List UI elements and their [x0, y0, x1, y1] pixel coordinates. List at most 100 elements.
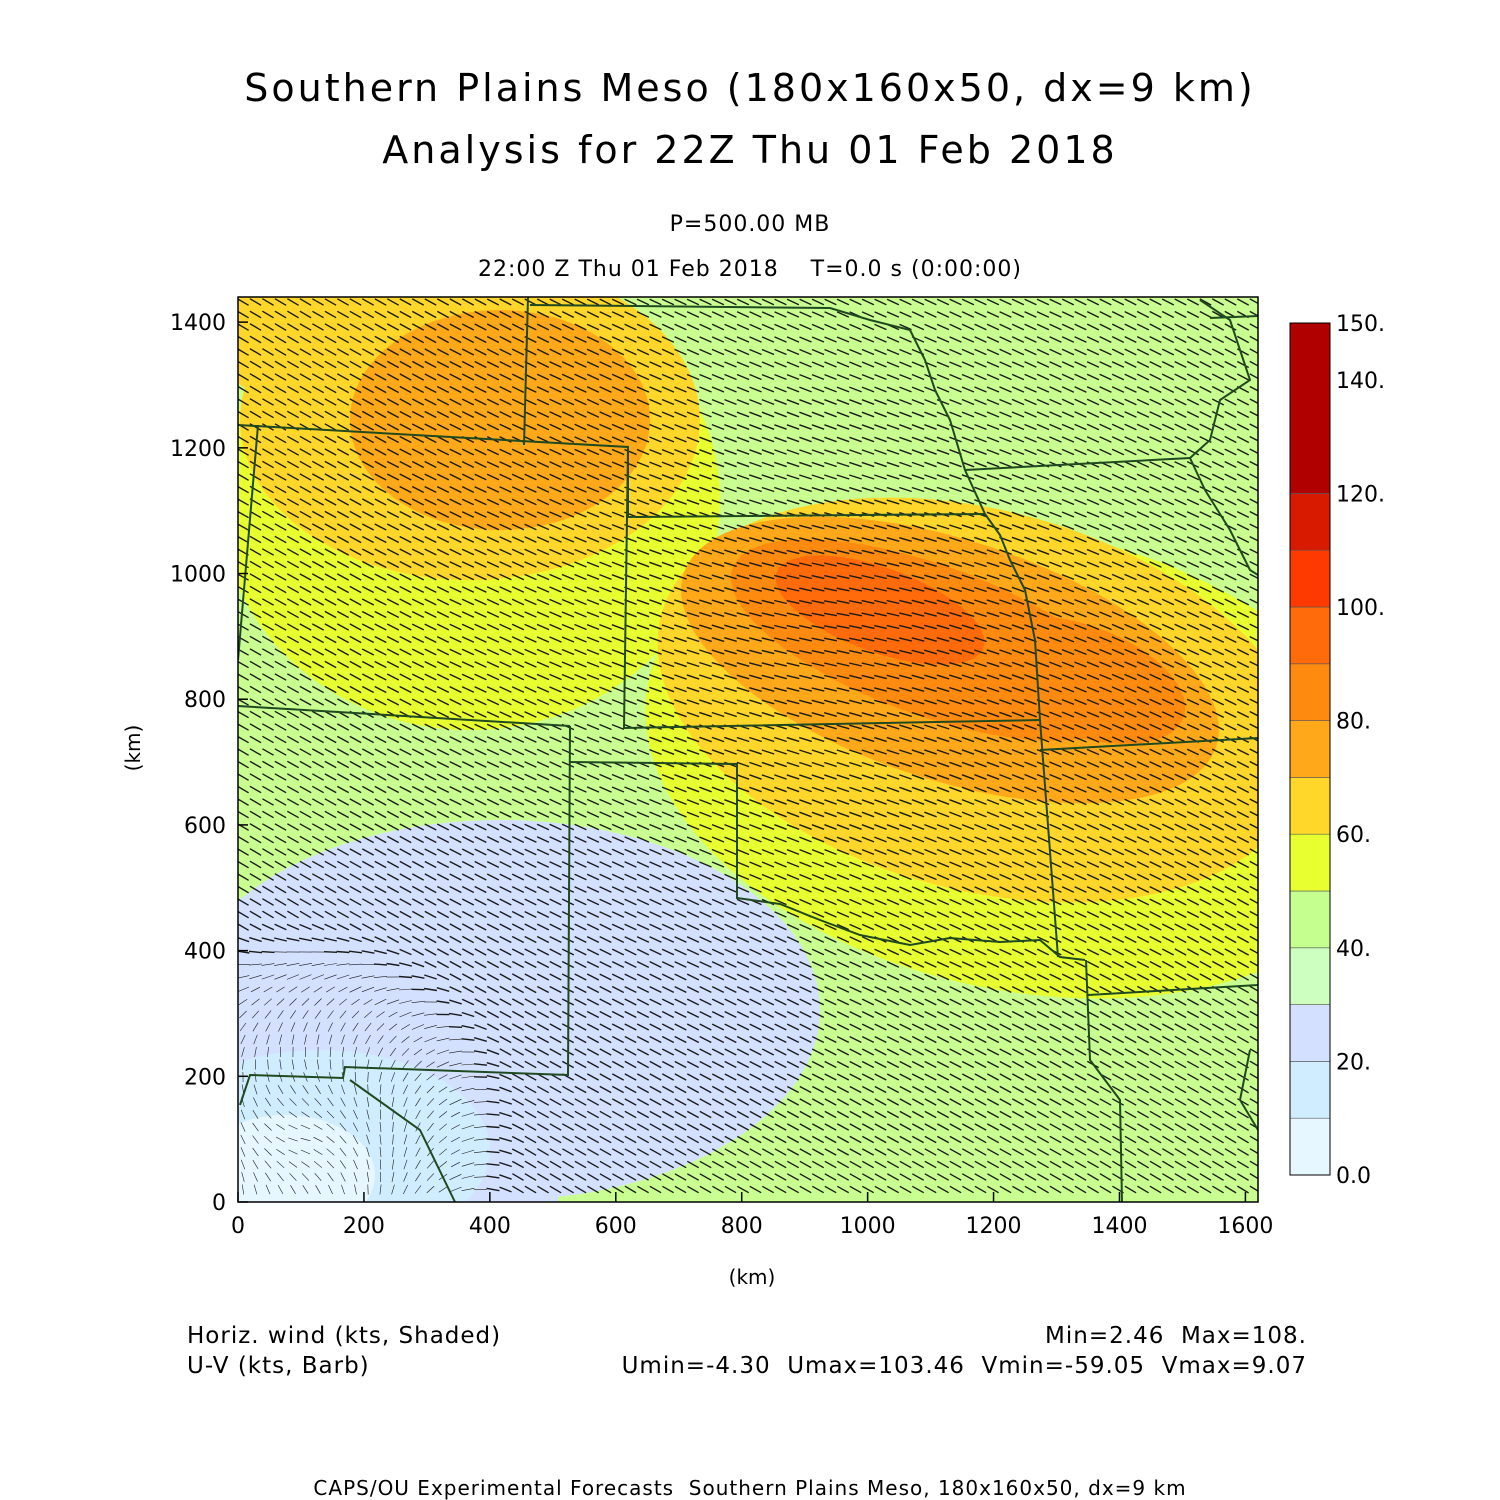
- wind-barb: [924, 799, 937, 805]
- wind-barb: [849, 461, 862, 468]
- wind-barb: [1249, 435, 1258, 442]
- wind-barb: [836, 724, 850, 730]
- wind-barb: [861, 624, 875, 630]
- wind-barb: [848, 625, 863, 629]
- wind-barb: [724, 774, 737, 780]
- wind-barb: [999, 323, 1012, 331]
- wind-barb: [574, 723, 587, 731]
- wind-barb: [761, 474, 775, 480]
- wind-barb: [474, 611, 487, 618]
- wind-barb: [886, 298, 900, 306]
- wind-barb: [411, 573, 425, 581]
- wind-barb: [686, 373, 700, 381]
- wind-barb: [274, 485, 287, 494]
- wind-barb: [424, 460, 437, 469]
- wind-barb: [1249, 360, 1258, 367]
- wind-barb: [749, 662, 762, 667]
- wind-barb: [586, 398, 600, 406]
- wind-barb: [636, 436, 650, 443]
- wind-barb: [1149, 548, 1162, 556]
- wind-barb: [286, 560, 300, 569]
- wind-barb: [1024, 524, 1037, 530]
- wind-barb: [974, 449, 987, 455]
- wind-barb: [1174, 723, 1187, 731]
- wind-barb: [599, 536, 612, 543]
- wind-barb: [848, 600, 863, 604]
- wind-barb: [661, 373, 675, 381]
- wind-barb: [911, 786, 925, 793]
- wind-barb: [824, 336, 837, 343]
- wind-barb: [836, 399, 850, 405]
- wind-barb: [549, 748, 562, 756]
- wind-barb: [823, 625, 838, 629]
- wind-barb: [1024, 398, 1037, 406]
- wind-barb: [599, 686, 612, 693]
- wind-barb: [911, 649, 925, 655]
- wind-barb: [511, 573, 525, 581]
- wind-barb: [1024, 511, 1037, 518]
- wind-barb: [824, 799, 837, 805]
- wind-barb: [961, 574, 975, 580]
- wind-barb: [786, 712, 800, 717]
- wind-barb: [1036, 611, 1050, 618]
- wind-barb: [511, 373, 525, 381]
- wind-barb: [749, 386, 762, 393]
- wind-barb: [661, 348, 675, 356]
- wind-barb: [624, 448, 637, 456]
- wind-barb: [287, 323, 299, 331]
- wind-barb: [849, 411, 862, 418]
- wind-barb: [936, 348, 950, 356]
- wind-barb: [1099, 786, 1112, 793]
- wind-barb: [861, 587, 875, 592]
- wind-barb: [511, 636, 525, 643]
- wind-barb: [1086, 586, 1100, 593]
- wind-barb: [324, 673, 337, 681]
- wind-barb: [986, 636, 1000, 643]
- wind-barb: [1074, 398, 1087, 406]
- wind-barb: [374, 510, 387, 519]
- wind-barb: [299, 498, 312, 506]
- wind-barb: [974, 724, 987, 730]
- wind-barb: [287, 360, 299, 369]
- wind-barb: [999, 423, 1012, 431]
- wind-barb: [949, 474, 962, 480]
- wind-barb: [961, 386, 975, 393]
- wind-barb: [1124, 786, 1137, 793]
- wind-barb: [749, 574, 762, 580]
- wind-barb: [1124, 661, 1137, 668]
- wind-barb: [461, 711, 475, 718]
- wind-barb: [711, 499, 725, 505]
- wind-barb: [874, 537, 887, 542]
- wind-barb: [324, 623, 337, 631]
- wind-barb: [711, 486, 725, 493]
- wind-barb: [911, 799, 925, 805]
- wind-barb: [499, 323, 512, 331]
- wind-barb: [1136, 473, 1150, 481]
- wind-barb: [1099, 573, 1112, 581]
- wind-barb: [524, 736, 537, 743]
- wind-barb: [749, 674, 762, 680]
- wind-barb: [786, 786, 800, 793]
- wind-barb: [461, 748, 475, 756]
- wind-barb: [1136, 798, 1150, 806]
- wind-barb: [949, 761, 962, 768]
- wind-barb: [336, 585, 350, 594]
- wind-barb: [238, 335, 249, 344]
- wind-barb: [436, 310, 450, 319]
- wind-barb: [1086, 511, 1100, 518]
- wind-barb: [574, 386, 587, 393]
- wind-barb: [461, 485, 475, 494]
- wind-barb: [911, 386, 925, 393]
- wind-barb: [1224, 323, 1237, 331]
- wind-barb: [324, 685, 337, 694]
- wind-barb: [1174, 623, 1187, 631]
- wind-barb: [1099, 523, 1112, 531]
- wind-barb: [336, 560, 350, 569]
- wind-barb: [599, 698, 612, 706]
- wind-barb: [324, 473, 337, 481]
- wind-barb: [899, 624, 912, 630]
- wind-barb: [849, 736, 862, 743]
- wind-barb: [936, 574, 950, 580]
- wind-barb: [411, 548, 425, 556]
- wind-barb: [1074, 511, 1087, 518]
